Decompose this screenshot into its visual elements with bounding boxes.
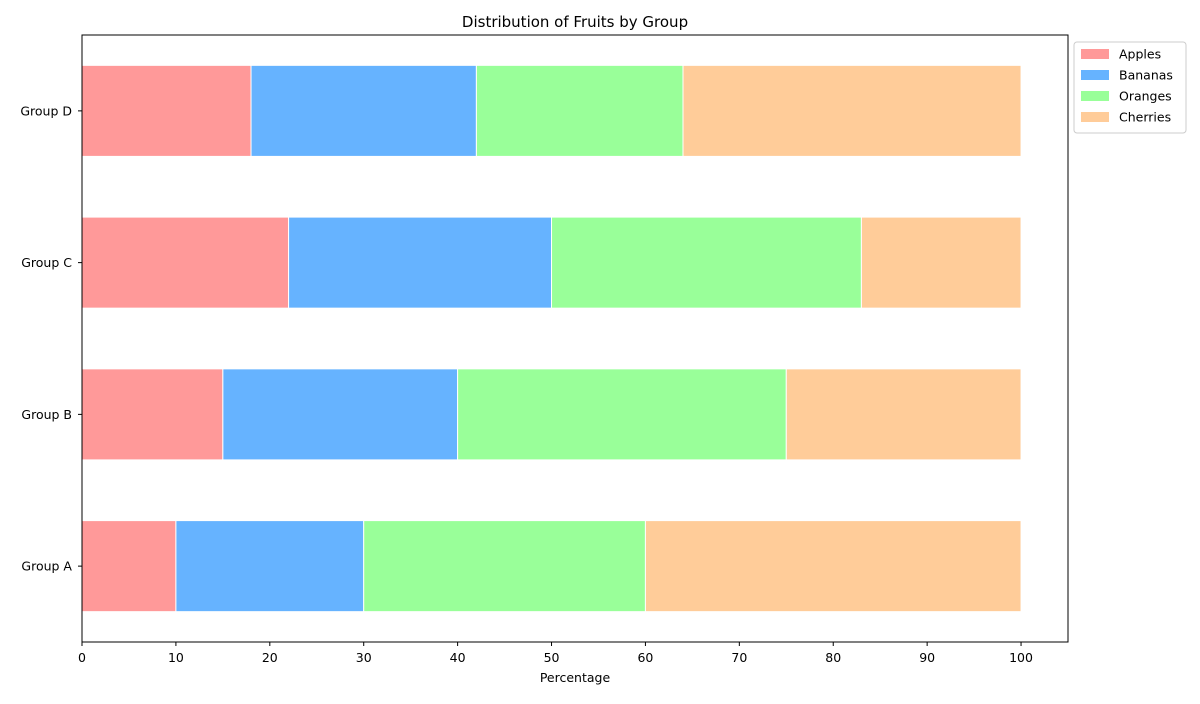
legend: Apples Bananas Oranges Cherries — [1073, 41, 1187, 134]
x-axis-label: Percentage — [540, 670, 611, 685]
bars-layer — [81, 64, 1022, 613]
bar-cherries-group-d — [682, 64, 1022, 157]
x-tick-label: 30 — [356, 650, 372, 665]
x-axis: 0 10 20 30 40 50 60 70 80 90 100 — [78, 642, 1033, 665]
legend-label-oranges: Oranges — [1119, 89, 1172, 104]
x-tick-label: 40 — [450, 650, 466, 665]
y-tick-label: Group D — [20, 103, 72, 118]
bar-apples-group-a — [81, 520, 177, 613]
x-tick-label: 70 — [731, 650, 747, 665]
bar-oranges-group-b — [457, 368, 787, 461]
legend-swatch-cherries — [1081, 112, 1109, 122]
bar-apples-group-b — [81, 368, 224, 461]
x-tick-label: 60 — [637, 650, 653, 665]
bar-apples-group-d — [81, 64, 252, 157]
x-tick-label: 50 — [544, 650, 560, 665]
legend-label-cherries: Cherries — [1119, 110, 1171, 125]
y-axis: Group A Group B Group C Group D — [20, 103, 82, 574]
bar-cherries-group-b — [785, 368, 1022, 461]
bar-bananas-group-b — [222, 368, 459, 461]
legend-frame — [1073, 41, 1187, 134]
bar-bananas-group-a — [175, 520, 365, 613]
x-tick-label: 80 — [825, 650, 841, 665]
x-tick-label: 90 — [919, 650, 935, 665]
x-tick-label: 20 — [262, 650, 278, 665]
x-tick-label: 10 — [168, 650, 184, 665]
y-tick-label: Group A — [21, 559, 72, 574]
bar-oranges-group-a — [363, 520, 646, 613]
bar-cherries-group-c — [860, 216, 1022, 309]
bar-bananas-group-d — [250, 64, 477, 157]
plot-frame — [81, 34, 1069, 643]
legend-swatch-oranges — [1081, 91, 1109, 101]
legend-swatch-bananas — [1081, 70, 1109, 80]
bar-oranges-group-d — [475, 64, 684, 157]
chart-title: Distribution of Fruits by Group — [462, 13, 688, 31]
y-tick-label: Group C — [21, 255, 72, 270]
bar-cherries-group-a — [644, 520, 1022, 613]
x-tick-label: 0 — [78, 650, 86, 665]
legend-label-apples: Apples — [1119, 47, 1161, 62]
bar-apples-group-c — [81, 216, 290, 309]
y-tick-label: Group B — [21, 407, 72, 422]
bar-oranges-group-c — [551, 216, 862, 309]
bar-bananas-group-c — [288, 216, 553, 309]
x-tick-label: 100 — [1009, 650, 1033, 665]
legend-label-bananas: Bananas — [1119, 68, 1173, 83]
legend-swatch-apples — [1081, 49, 1109, 59]
